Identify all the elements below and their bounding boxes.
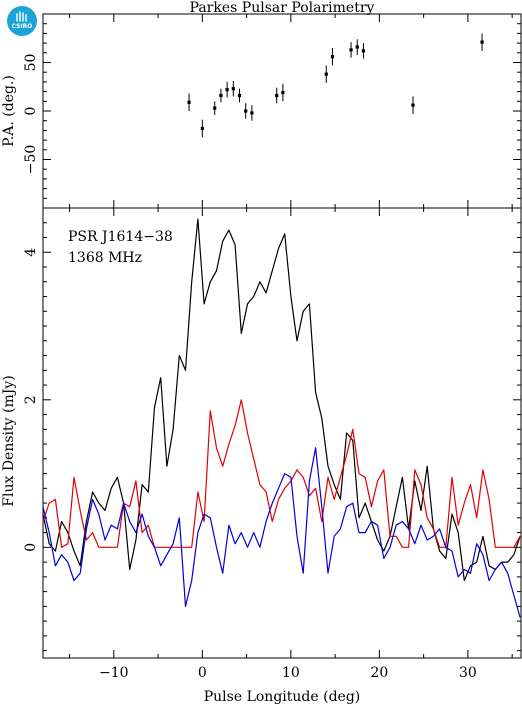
flux-panel-frame (42, 207, 522, 659)
linear-polarization-line (42, 399, 521, 548)
pa-point (275, 93, 279, 98)
chart-title: Parkes Pulsar Polarimetry (190, 0, 375, 16)
pa-tick-label: 0 (23, 107, 39, 116)
pa-point (219, 93, 223, 98)
flux-tick-label: 2 (23, 395, 39, 404)
frequency-annotation: 1368 MHz (68, 250, 142, 266)
flux-axis-label: Flux Density (mJy) (1, 375, 17, 506)
pa-point (237, 93, 242, 98)
logo-label: CSIRO (11, 23, 33, 30)
pa-point (324, 72, 328, 76)
pa-axis-label: P.A. (deg.) (1, 75, 17, 147)
pa-point (330, 55, 335, 59)
pa-point (411, 103, 415, 107)
pa-point (225, 88, 229, 92)
pa-point (244, 109, 248, 113)
x-tick-label: 20 (370, 665, 388, 681)
x-tick-label: 0 (198, 665, 207, 681)
pa-point (231, 87, 235, 91)
x-axis-label: Pulse Longitude (deg) (204, 689, 361, 705)
pa-point (361, 49, 366, 53)
pa-point (250, 111, 254, 115)
pa-point (480, 40, 484, 44)
x-tick-label: 30 (459, 665, 477, 681)
pa-point (200, 126, 204, 131)
x-tick-label: 10 (282, 665, 300, 681)
pa-point (187, 100, 191, 104)
flux-tick-label: 0 (23, 543, 39, 552)
pa-point (281, 90, 285, 95)
pa-point (349, 48, 353, 52)
pa-point (355, 45, 359, 49)
circular-polarization-line (42, 447, 521, 618)
pa-panel-frame (42, 13, 522, 209)
csiro-logo-icon: CSIRO (7, 6, 37, 36)
pa-point (213, 106, 217, 110)
total-intensity-line (42, 218, 521, 582)
pa-tick-label: −50 (23, 145, 39, 175)
pa-tick-label: 50 (23, 54, 39, 72)
pulsar-name-annotation: PSR J1614−38 (68, 229, 173, 245)
x-tick-label: −10 (99, 665, 129, 681)
flux-tick-label: 4 (23, 248, 39, 257)
